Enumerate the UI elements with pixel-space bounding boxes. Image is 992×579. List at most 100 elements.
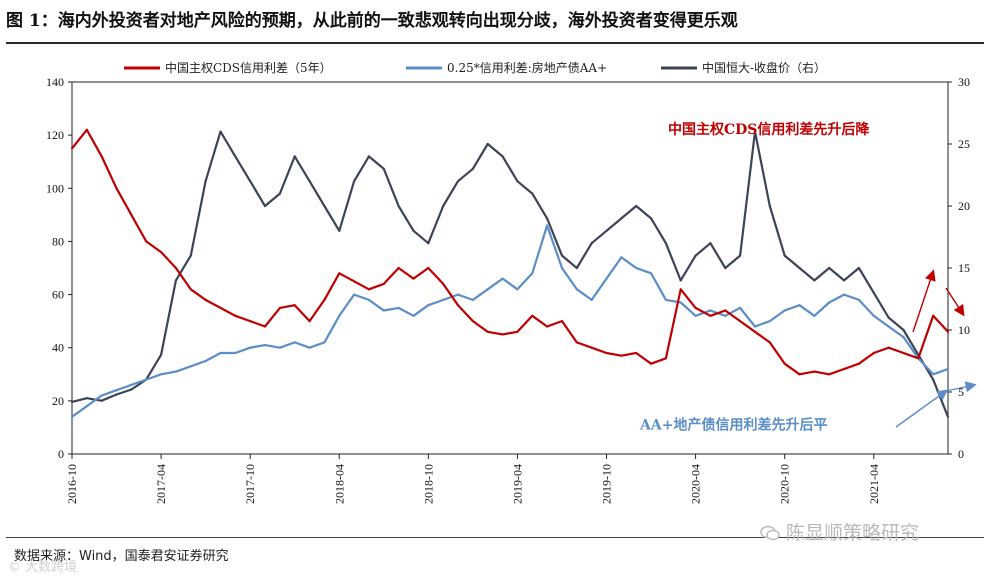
data-point-cds [308, 320, 311, 323]
data-point-cds [739, 320, 742, 323]
data-point-evergrande [456, 180, 460, 183]
data-point-aa [709, 309, 712, 312]
data-point-cds [724, 309, 727, 312]
data-point-cds [932, 314, 935, 317]
data-point-evergrande [546, 217, 549, 220]
watermark-left: © 大数跨境 [8, 556, 77, 575]
data-point-cds [115, 187, 118, 190]
y-left-tick-label: 120 [46, 128, 64, 142]
watermark-text: 陈显顺策略研究 [786, 522, 920, 544]
data-point-evergrande [516, 180, 519, 183]
data-point-cds [130, 213, 133, 216]
data-point-evergrande [709, 242, 712, 245]
data-point-aa [249, 346, 252, 349]
data-point-cds [249, 320, 252, 323]
data-point-cds [516, 330, 519, 333]
arrow-up-red [912, 269, 936, 333]
data-point-cds [174, 266, 177, 270]
data-point-cds [145, 240, 148, 243]
data-point-cds [768, 341, 771, 344]
y-left-tick-label: 80 [52, 234, 64, 248]
data-point-evergrande [382, 167, 385, 170]
data-point-cds [323, 298, 326, 301]
data-point-cds [635, 351, 638, 355]
data-point-cds [590, 346, 593, 349]
data-point-evergrande [293, 155, 296, 158]
data-point-cds [427, 266, 430, 270]
copyright-icon: © [8, 560, 21, 575]
data-point-evergrande [115, 393, 118, 396]
data-point-cds [828, 373, 831, 376]
data-point-aa [145, 378, 148, 381]
data-point-cds [887, 346, 890, 349]
x-tick-label: 2019-10 [600, 464, 614, 504]
data-point-evergrande [100, 399, 103, 402]
data-point-cds [560, 320, 564, 323]
data-point-evergrande [412, 229, 415, 232]
data-point-evergrande [560, 254, 564, 257]
data-point-aa [130, 383, 133, 386]
data-point-cds [946, 330, 950, 333]
data-point-evergrande [798, 266, 801, 270]
data-point-aa [412, 314, 415, 317]
data-point-evergrande [486, 142, 489, 146]
data-point-cds [85, 128, 88, 131]
chart-legend: 中国主权CDS信用利差（5年） 0.25*信用利差:房地产债AA+ 中国恒大-收… [124, 60, 826, 75]
data-point-aa [828, 301, 831, 304]
y-left-tick-label: 40 [52, 341, 64, 355]
series-line-cds [71, 128, 949, 376]
data-point-aa [798, 304, 801, 307]
data-point-aa [857, 298, 861, 301]
data-point-aa [85, 405, 88, 408]
data-point-aa [531, 272, 534, 275]
data-point-cds [471, 320, 474, 323]
arrow-up-blue [895, 389, 949, 428]
data-point-evergrande [635, 204, 638, 208]
data-point-evergrande [932, 378, 935, 381]
data-point-cds [575, 341, 578, 344]
data-point-aa [293, 341, 296, 344]
data-point-evergrande [694, 254, 697, 257]
data-point-aa [353, 293, 356, 296]
data-point-cds [353, 280, 356, 283]
data-point-evergrande [753, 130, 757, 133]
data-point-evergrande [946, 415, 950, 418]
data-point-aa [887, 325, 890, 328]
watermark: 陈显顺策略研究 [760, 518, 919, 545]
data-point-evergrande [263, 204, 267, 208]
data-point-aa [501, 277, 504, 280]
data-point-cds [546, 325, 549, 328]
data-point-aa [739, 306, 742, 309]
data-point-aa [694, 314, 697, 317]
data-point-cds [694, 306, 697, 309]
data-point-evergrande [174, 279, 177, 282]
axes: 0 20 40 60 80 100 120 140 0 5 10 15 20 25 30 2016-10 201… [46, 75, 970, 504]
data-point-evergrande [397, 204, 400, 208]
data-point-aa [560, 266, 564, 270]
data-point-aa [160, 373, 163, 376]
data-point-aa [427, 304, 430, 307]
legend-label-cds: 中国主权CDS信用利差（5年） [165, 60, 332, 75]
data-point-aa [174, 370, 177, 373]
data-point-aa [456, 293, 460, 296]
data-point-aa [367, 298, 370, 301]
data-point-cds [189, 288, 192, 291]
data-point-evergrande [887, 316, 890, 319]
data-point-aa [635, 266, 638, 270]
data-point-evergrande [471, 167, 474, 170]
data-point-aa [308, 346, 311, 349]
data-point-evergrande [857, 266, 861, 270]
data-point-cds [100, 155, 103, 158]
wechat-logo-icon [760, 525, 780, 541]
data-point-aa [100, 394, 103, 397]
data-point-cds [234, 314, 237, 317]
data-point-aa [590, 298, 593, 301]
x-tick-label: 2021-04 [867, 464, 881, 504]
y-left-tick-label: 140 [46, 75, 64, 89]
data-point-aa [516, 288, 519, 291]
data-point-cds [70, 147, 74, 150]
data-point-cds [902, 351, 905, 355]
line-chart: 中国主权CDS信用利差（5年） 0.25*信用利差:房地产债AA+ 中国恒大-收… [46, 60, 977, 504]
y-right-tick-label: 20 [958, 199, 970, 213]
data-point-evergrande [813, 279, 816, 282]
